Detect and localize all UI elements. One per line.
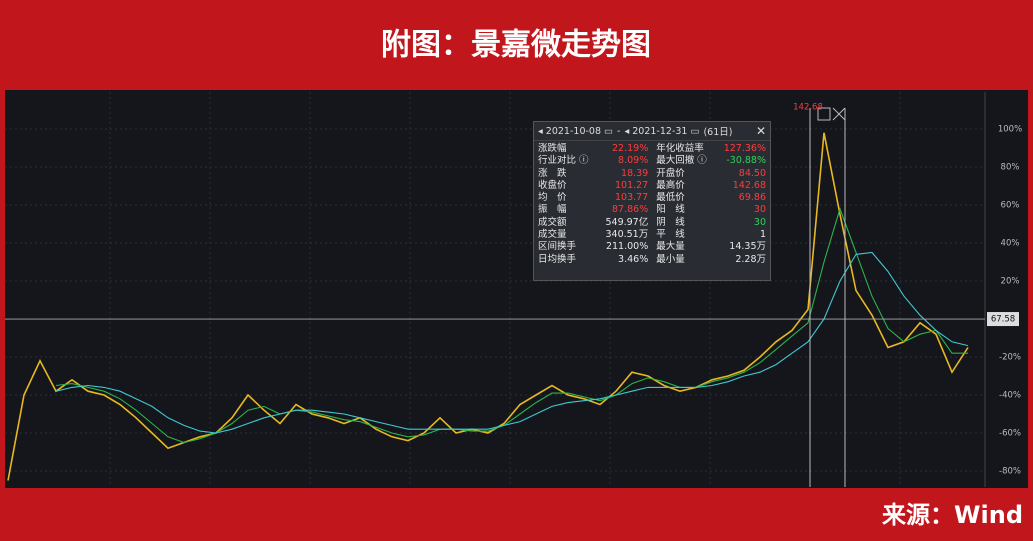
tooltip-row: 日均换手 3.46% 最小量 2.28万 — [534, 254, 770, 266]
end-date: 2021-12-31 — [632, 125, 688, 137]
stat-value: 211.00% — [605, 241, 649, 253]
series-line — [55, 207, 968, 444]
y-tick-label: -60% — [999, 429, 1021, 439]
stat-label: 年化收益率 — [656, 143, 704, 154]
tooltip-row: 成交额 549.97亿阴 线 30 — [534, 217, 770, 229]
tooltip-table: 涨跌幅 22.19% 年化收益率 127.36% 行业对比 ⓘ 8.09% 最大回撤 ⓘ -3… — [534, 143, 770, 266]
stat-label: 成交额 — [538, 216, 567, 228]
stat-label: 平 线 — [656, 229, 685, 241]
stat-value: 340.51万 — [605, 229, 649, 241]
stat-value: 22.19% — [612, 143, 649, 154]
last-price-label: 67.58 — [991, 315, 1015, 325]
stat-label: 最小量 — [656, 253, 685, 265]
stat-label: 阴 线 — [656, 216, 685, 228]
stat-value: 127.36% — [723, 143, 766, 154]
peak-label: 142.68 — [793, 103, 823, 113]
stat-value: 84.50 — [738, 167, 766, 179]
stat-value: 14.35万 — [729, 241, 766, 253]
close[interactable]: ✕ — [755, 124, 766, 138]
stat-value: 142.68 — [732, 179, 766, 191]
date-end[interactable]: ◂ 2021-12-31 ▭ — [624, 125, 700, 137]
stat-label: 区间换手 — [538, 241, 577, 253]
stat-value: 87.86% — [612, 204, 649, 216]
source: 来源：Wind — [882, 501, 1023, 529]
stat-label: 最低价 — [656, 192, 685, 204]
stat-value: 2.28万 — [735, 253, 766, 265]
range-close[interactable] — [832, 107, 846, 121]
days: (61日) — [703, 127, 733, 138]
stat-label: 最大回撤 ⓘ — [656, 155, 707, 167]
stat-value: 30 — [753, 216, 766, 228]
tooltip-row: 振 幅 87.86% 阳 线 30 — [534, 204, 770, 216]
series-line — [7, 132, 969, 481]
stat-label: 开盘价 — [656, 167, 685, 179]
stat-label: 最高价 — [656, 179, 685, 191]
y-tick-label: -40% — [999, 391, 1021, 401]
stat-value: 1 — [759, 229, 766, 241]
stat-label: 涨 跌 — [538, 167, 567, 179]
stat-label: 阳 线 — [656, 204, 685, 216]
tooltip-row: 行业对比 ⓘ 8.09% 最大回撤 ⓘ -30.88% — [534, 155, 770, 167]
stat-value: 30 — [753, 204, 766, 216]
tooltip: ◂ 2021-10-08 ▭ - ◂ 2021-12-31 ▭ (61日) ✕ … — [533, 121, 771, 281]
stat-label: 成交量 — [538, 229, 567, 241]
chart-title: 附图：景嘉微走势图 — [381, 28, 651, 63]
last-price-box — [987, 312, 1019, 327]
stat-label: 涨跌幅 — [538, 143, 567, 154]
date-start[interactable]: ◂ 2021-10-08 ▭ — [538, 125, 614, 137]
tooltip-row: 均 价 103.77 最低价 69.86 — [534, 192, 770, 204]
stat-value: 3.46% — [618, 253, 649, 265]
y-tick-label: 100% — [998, 125, 1022, 135]
tooltip-row: 成交量 340.51万平 线 1 — [534, 229, 770, 241]
tooltip-row: 涨跌幅 22.19% 年化收益率 127.36% — [534, 143, 770, 155]
stat-label: 最大量 — [656, 241, 685, 253]
stat-value: 8.09% — [618, 155, 649, 167]
stat-label: 行业对比 ⓘ — [538, 155, 589, 167]
stat-label: 振 幅 — [538, 204, 567, 216]
series-line — [55, 251, 969, 434]
y-tick-label: 40% — [1001, 239, 1020, 249]
stat-value: 69.86 — [738, 192, 766, 204]
stat-value: 101.27 — [614, 179, 649, 191]
y-tick-label: -80% — [999, 467, 1021, 477]
stat-label: 均 价 — [538, 192, 567, 204]
stat-label: 日均换手 — [538, 253, 577, 265]
stat-value: 18.39 — [621, 167, 649, 179]
y-tick-label: -20% — [999, 353, 1021, 363]
stat-label: 收盘价 — [538, 179, 567, 191]
y-tick-label: 80% — [1001, 163, 1020, 173]
y-tick-label: 60% — [1001, 201, 1020, 211]
tooltip-row: 区间换手 211.00% 最大量 14.35万 — [534, 241, 770, 253]
tooltip-row: 涨 跌 18.39 开盘价 84.50 — [534, 168, 770, 180]
start-date: 2021-10-08 — [545, 125, 602, 137]
range-icon[interactable] — [817, 107, 831, 121]
stat-value: 103.77 — [614, 192, 649, 204]
stat-value: 549.97亿 — [605, 216, 649, 228]
stat-value: -30.88% — [726, 155, 766, 167]
y-tick-label: 20% — [1001, 277, 1020, 287]
tooltip-header: ◂ 2021-10-08 ▭ - ◂ 2021-12-31 ▭ (61日) ✕ — [534, 122, 770, 141]
tooltip-row: 收盘价 101.27 最高价 142.68 — [534, 180, 770, 192]
